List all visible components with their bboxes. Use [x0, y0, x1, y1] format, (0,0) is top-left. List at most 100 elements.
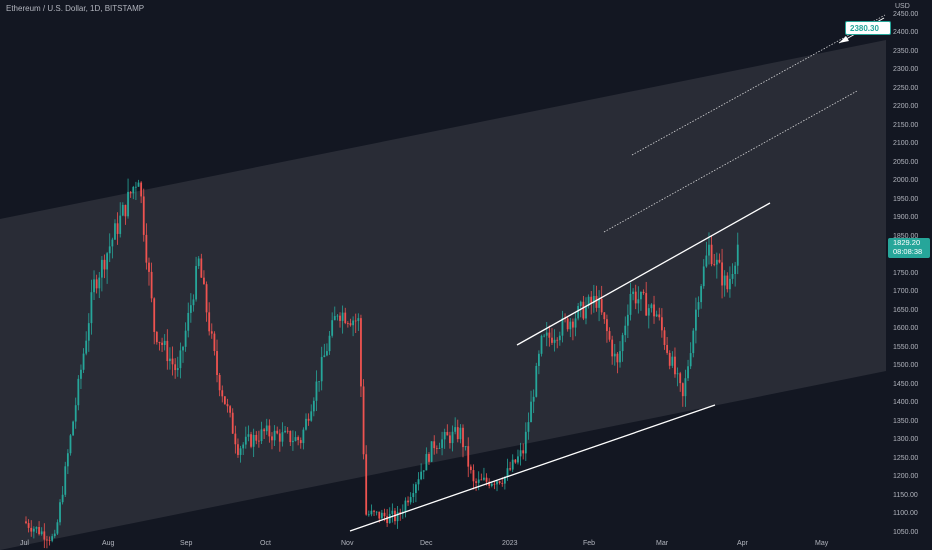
candle-down: [710, 244, 713, 265]
candle-down: [718, 259, 721, 263]
candle-down: [158, 342, 161, 343]
price-tick-label: 1550.00: [893, 343, 919, 351]
candle-down: [30, 527, 33, 532]
candle-down: [216, 351, 218, 375]
candle-up: [247, 434, 250, 437]
candle-up: [35, 527, 38, 529]
currency-label: USD: [895, 3, 910, 10]
candle-up: [511, 459, 514, 470]
candle-up: [51, 536, 54, 541]
candle-down: [124, 204, 127, 217]
candle-down: [606, 319, 608, 332]
candle-up: [587, 296, 590, 306]
candle-up: [624, 325, 627, 336]
candle-up: [451, 431, 454, 444]
candle-up: [705, 255, 708, 267]
candle-down: [221, 390, 224, 397]
candle-down: [462, 427, 464, 448]
candle-up: [82, 353, 85, 370]
candle-up: [545, 332, 548, 336]
candle-up: [333, 316, 336, 321]
candle-up: [425, 453, 428, 471]
candle-down: [289, 430, 292, 443]
candle-up: [182, 346, 184, 351]
candle-down: [297, 437, 300, 441]
candle-up: [684, 378, 687, 397]
candle-down: [566, 318, 569, 330]
candle-down: [226, 404, 229, 407]
candle-down: [299, 440, 302, 444]
candle-down: [276, 430, 279, 434]
candle-down: [435, 448, 438, 449]
candle-up: [98, 277, 101, 289]
candle-up: [592, 295, 595, 304]
candle-up: [331, 320, 334, 336]
candle-up: [632, 291, 634, 294]
candle-down: [472, 470, 475, 482]
current-price-value: 1829.20: [893, 238, 921, 247]
candle-down: [399, 512, 402, 514]
candle-up: [312, 400, 315, 412]
candle-down: [263, 429, 266, 432]
candle-down: [556, 339, 559, 341]
upper-trendline[interactable]: [516, 202, 771, 346]
candle-down: [145, 234, 148, 263]
price-tick-label: 1850.00: [893, 232, 919, 240]
candle-down: [681, 383, 684, 397]
candle-up: [640, 291, 642, 300]
time-tick-label: Nov: [341, 540, 354, 547]
candle-up: [294, 437, 297, 441]
candle-down: [446, 431, 449, 436]
candle-up: [729, 278, 731, 290]
candle-up: [537, 353, 540, 366]
price-tick-label: 1400.00: [893, 399, 919, 406]
projection-line-1[interactable]: [603, 90, 858, 233]
price-tick-label: 1150.00: [893, 491, 918, 499]
candle-up: [553, 339, 556, 343]
candle-up: [527, 422, 530, 432]
candle-up: [127, 191, 129, 217]
candle-down: [250, 434, 252, 447]
lower-trendline[interactable]: [349, 404, 716, 532]
candle-up: [417, 479, 420, 485]
candle-up: [328, 335, 331, 352]
candle-up: [655, 314, 658, 317]
candle-down: [514, 459, 517, 463]
candle-up: [163, 340, 166, 345]
time-tick-label: Aug: [102, 540, 115, 547]
candle-down: [373, 510, 375, 512]
time-tick-label: Feb: [583, 540, 596, 547]
candle-down: [548, 332, 551, 338]
candle-down: [488, 481, 491, 486]
price-tick-label: 1650.00: [893, 306, 919, 314]
candle-up: [415, 484, 417, 494]
candle-up: [66, 453, 69, 467]
candle-down: [616, 353, 619, 363]
candle-down: [383, 512, 386, 517]
candle-up: [90, 292, 93, 324]
candle-down: [603, 312, 606, 320]
candle-up: [430, 441, 433, 462]
price-tick-label: 1250.00: [893, 454, 919, 462]
bar-countdown: 08:08:38: [893, 247, 923, 256]
candle-down: [407, 500, 409, 503]
target-price-label[interactable]: 2380.30: [845, 21, 891, 35]
projection-line-2[interactable]: [631, 14, 886, 156]
candle-up: [302, 429, 305, 444]
candle-up: [540, 335, 543, 354]
candle-up: [574, 318, 577, 328]
candle-up: [422, 470, 425, 472]
candle-up: [192, 299, 195, 306]
candle-up: [464, 446, 467, 448]
candle-up: [281, 432, 284, 442]
candle-down: [595, 295, 598, 308]
candle-up: [40, 531, 43, 535]
candle-down: [721, 262, 723, 286]
candle-down: [485, 477, 488, 482]
price-tick-label: 1050.00: [893, 528, 919, 536]
candle-up: [671, 356, 674, 366]
candle-up: [197, 258, 200, 267]
candle-down: [213, 333, 216, 352]
candle-down: [103, 259, 106, 270]
